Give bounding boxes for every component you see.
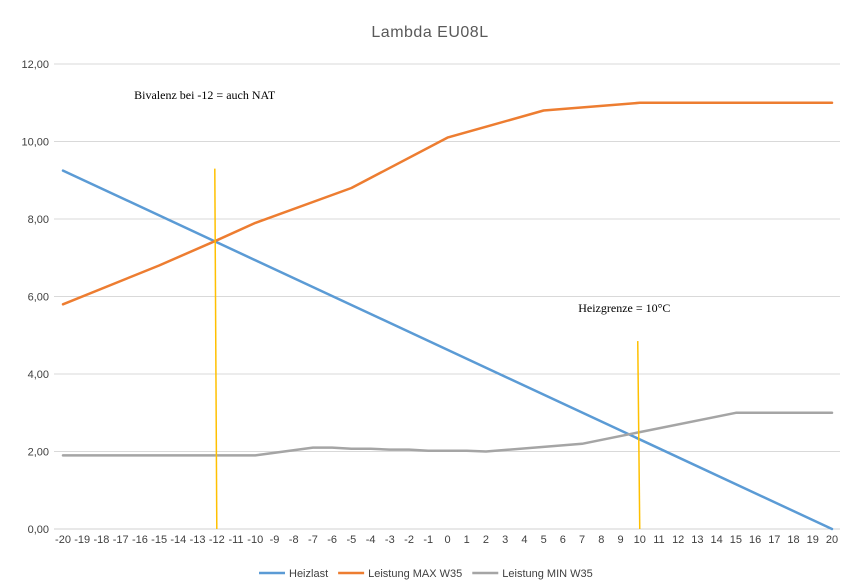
x-tick-label: 17 xyxy=(768,534,780,546)
x-tick-label: -12 xyxy=(209,534,225,546)
x-tick-label: -19 xyxy=(74,534,90,546)
x-tick-label: -4 xyxy=(366,534,376,546)
annotation-text: Heizgrenze = 10°C xyxy=(578,301,670,315)
x-tick-label: -3 xyxy=(385,534,395,546)
x-tick-label: -9 xyxy=(270,534,280,546)
y-tick-label: 2,00 xyxy=(28,447,49,459)
y-tick-label: 8,00 xyxy=(28,214,49,226)
legend-item: Leistung MIN W35 xyxy=(472,568,593,580)
legend-item: Heizlast xyxy=(259,568,328,580)
x-axis-ticks: -20 -19 -18 -17 -16 -15 -14 -13 -12 -11 -10 -9 -8 -7-… xyxy=(55,534,838,546)
x-tick-label: 0 xyxy=(444,534,450,546)
y-tick-label: 4,00 xyxy=(28,369,49,381)
vertical-marker-line xyxy=(637,341,641,530)
x-tick-label: 18 xyxy=(787,534,799,546)
x-tick-label: 11 xyxy=(653,534,664,546)
x-tick-label: 16 xyxy=(749,534,761,546)
x-tick-label: 1 xyxy=(464,534,470,546)
vertical-marker-line xyxy=(214,168,218,530)
x-tick-label: 19 xyxy=(807,534,819,546)
x-tick-label: 20 xyxy=(826,534,838,546)
chart-title: Lambda EU08L xyxy=(371,24,488,41)
x-tick-label: 5 xyxy=(541,534,547,546)
y-tick-label: 10,00 xyxy=(21,137,49,149)
x-tick-label: 4 xyxy=(521,534,527,546)
y-tick-label: 6,00 xyxy=(28,292,49,304)
annotations: Bivalenz bei -12 = auch NAT Heizgrenze = … xyxy=(134,88,670,315)
series-lines xyxy=(61,101,834,531)
legend-label: Heizlast xyxy=(289,568,328,580)
x-tick-label: 12 xyxy=(672,534,684,546)
x-tick-label: 8 xyxy=(598,534,604,546)
x-tick-label: -17 xyxy=(113,534,129,546)
x-tick-label: 3 xyxy=(502,534,508,546)
x-tick-label: -16 xyxy=(132,534,148,546)
x-tick-label: -14 xyxy=(170,534,186,546)
y-tick-label: 0,00 xyxy=(28,524,49,536)
series-line-2 xyxy=(61,101,834,306)
y-axis-ticks: 0,00 2,00 4,00 6,00 8,00 10,00 12,00 xyxy=(21,59,49,536)
legend-label: Leistung MIN W35 xyxy=(502,568,592,580)
x-tick-label: -18 xyxy=(93,534,109,546)
x-tick-label: -7 xyxy=(308,534,318,546)
x-tick-label: -2 xyxy=(404,534,414,546)
vertical-markers xyxy=(214,168,641,530)
x-tick-label: -15 xyxy=(151,534,167,546)
x-tick-label: -11 xyxy=(228,534,243,546)
x-tick-label: -5 xyxy=(346,534,356,546)
x-tick-label: 9 xyxy=(617,534,623,546)
series-line-1 xyxy=(61,169,834,531)
annotation-text: Bivalenz bei -12 = auch NAT xyxy=(134,88,276,102)
x-tick-label: -13 xyxy=(190,534,206,546)
x-tick-label: 6 xyxy=(560,534,566,546)
x-tick-label: -8 xyxy=(289,534,299,546)
x-tick-label: 7 xyxy=(579,534,585,546)
x-tick-label: -6 xyxy=(327,534,337,546)
x-tick-label: 10 xyxy=(634,534,646,546)
legend-item: Leistung MAX W35 xyxy=(338,568,462,580)
y-tick-label: 12,00 xyxy=(21,59,49,71)
x-tick-label: -1 xyxy=(423,534,433,546)
series-line-3 xyxy=(61,411,834,457)
x-tick-label: -10 xyxy=(247,534,263,546)
gridlines xyxy=(54,63,840,530)
x-tick-label: 13 xyxy=(691,534,703,546)
legend-label: Leistung MAX W35 xyxy=(368,568,462,580)
x-tick-label: 15 xyxy=(730,534,742,546)
x-tick-label: 14 xyxy=(711,534,723,546)
x-tick-label: 2 xyxy=(483,534,489,546)
legend: Heizlast Leistung MAX W35 Leistung MIN W35 xyxy=(259,568,593,580)
x-tick-label: -20 xyxy=(55,534,71,546)
